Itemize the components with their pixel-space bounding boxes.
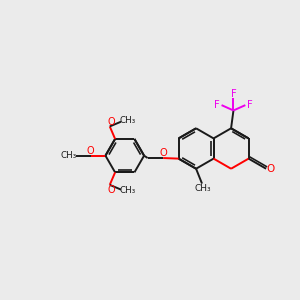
Text: O: O: [107, 184, 115, 195]
Text: CH₃: CH₃: [61, 151, 77, 160]
Text: O: O: [107, 117, 115, 127]
Text: F: F: [231, 89, 236, 99]
Text: CH₃: CH₃: [119, 186, 136, 195]
Text: O: O: [159, 148, 167, 158]
Text: F: F: [214, 100, 220, 110]
Text: O: O: [267, 164, 275, 174]
Text: CH₃: CH₃: [119, 116, 136, 125]
Text: O: O: [87, 146, 94, 156]
Text: CH₃: CH₃: [195, 184, 211, 193]
Text: F: F: [247, 100, 253, 110]
